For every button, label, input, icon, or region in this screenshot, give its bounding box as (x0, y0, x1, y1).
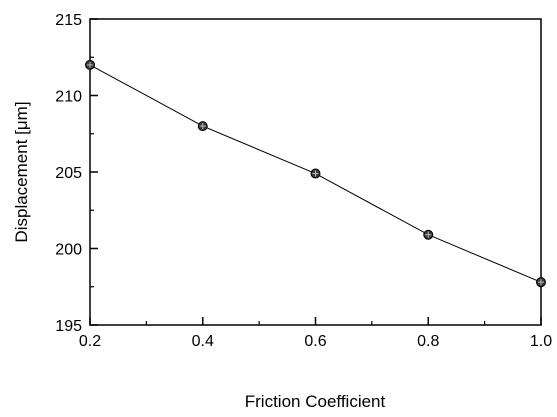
x-tick-label: 0.8 (417, 333, 439, 350)
x-tick-label: 0.4 (192, 333, 214, 350)
x-tick-label: 1.0 (530, 333, 552, 350)
y-tick-label: 210 (55, 89, 82, 106)
y-axis-label: Displacement [μm] (12, 101, 31, 242)
series-layer (85, 59, 546, 288)
y-tick-label: 205 (55, 165, 82, 182)
x-tick-label: 0.2 (79, 333, 101, 350)
y-tick-label: 195 (55, 318, 82, 335)
y-tick-label: 200 (55, 242, 82, 259)
x-axis-ticks: 0.2 0.4 0.6 0.8 1.0 (79, 317, 552, 350)
plot-area: 0.2 0.4 0.6 0.8 1.0 195 200 205 210 215 (55, 12, 552, 350)
x-tick-label: 0.6 (304, 333, 326, 350)
y-axis-ticks: 195 200 205 210 215 (55, 12, 98, 335)
x-axis-label: Friction Coefficient (245, 392, 386, 411)
y-tick-label: 215 (55, 12, 82, 29)
